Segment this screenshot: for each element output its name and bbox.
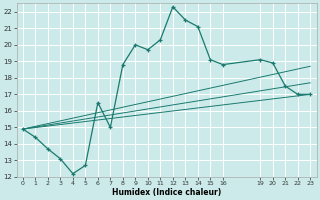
X-axis label: Humidex (Indice chaleur): Humidex (Indice chaleur) [112, 188, 221, 197]
